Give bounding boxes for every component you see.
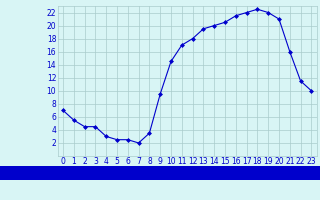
- X-axis label: Graphe des températures (°c): Graphe des températures (°c): [105, 168, 269, 178]
